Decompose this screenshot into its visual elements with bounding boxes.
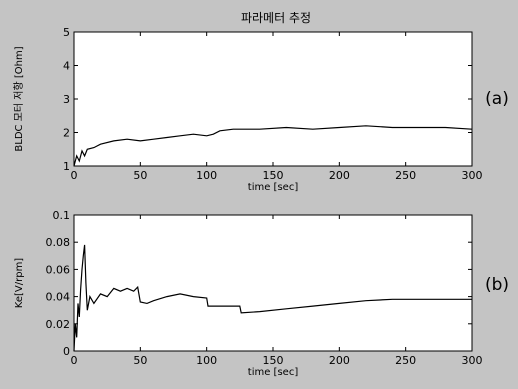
y-tick-label-b: 0.1 [53, 209, 71, 222]
x-tick-label-a: 100 [196, 169, 217, 182]
x-tick-label-b: 100 [196, 354, 217, 367]
x-tick-label-b: 300 [462, 354, 483, 367]
x-tick-label-b: 250 [395, 354, 416, 367]
y-tick-label-a: 3 [63, 93, 70, 106]
y-axis-label-b: Ke[V/rpm] [14, 258, 25, 309]
plot-area-a [73, 31, 473, 167]
x-tick-label-a: 200 [329, 169, 350, 182]
y-tick-label-a: 2 [63, 127, 70, 140]
y-tick-label-b: 0.04 [46, 291, 71, 304]
x-axis-label-b: time [sec] [248, 367, 299, 378]
x-tick-label-a: 0 [71, 169, 78, 182]
y-tick-label-a: 5 [63, 26, 70, 39]
y-axis-label-a: BLDC 모터 저항 [Ohm] [13, 46, 25, 151]
panel-b-tag: (b) [485, 275, 509, 295]
plot-area-b [73, 214, 473, 352]
y-tick-label-a: 4 [63, 60, 70, 73]
figure-title: 파라메터 추정 [241, 11, 311, 25]
x-tick-label-b: 200 [329, 354, 350, 367]
y-tick-label-b: 0.08 [46, 236, 71, 249]
x-tick-label-b: 0 [71, 354, 78, 367]
y-tick-label-b: 0 [63, 345, 70, 358]
y-tick-label-b: 0.02 [46, 318, 71, 331]
x-tick-label-a: 300 [462, 169, 483, 182]
series-line-a [73, 125, 473, 167]
y-tick-label-b: 0.06 [46, 263, 71, 276]
series-line-b [73, 244, 472, 352]
x-tick-label-a: 150 [263, 169, 284, 182]
x-tick-label-a: 250 [395, 169, 416, 182]
x-axis-label-a: time [sec] [248, 182, 299, 193]
x-tick-label-b: 150 [263, 354, 284, 367]
x-tick-label-b: 50 [133, 354, 147, 367]
x-tick-label-a: 50 [133, 169, 147, 182]
panel-a-tag: (a) [485, 89, 509, 109]
y-tick-label-a: 1 [63, 160, 70, 173]
